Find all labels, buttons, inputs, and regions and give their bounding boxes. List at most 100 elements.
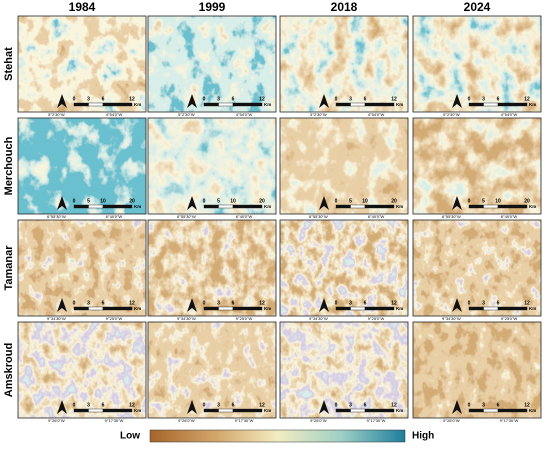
column-header: 1984 xyxy=(69,0,96,14)
scale-bar-segment xyxy=(218,306,234,311)
coordinate-label: 5°2'30"W xyxy=(48,112,65,117)
scale-label: 20 xyxy=(391,198,397,204)
scale-label: 5 xyxy=(482,198,485,204)
panel-border xyxy=(17,321,147,419)
scale-label: 20 xyxy=(129,198,135,204)
scale-bar-segment xyxy=(335,204,351,209)
row-label: Amskroud xyxy=(3,343,15,397)
scale-unit: Km xyxy=(396,204,403,209)
scale-bar-segment xyxy=(497,408,528,413)
scale-label: 3 xyxy=(349,96,352,102)
scale-label: 6 xyxy=(364,402,367,408)
scale-bar-segment xyxy=(497,204,528,209)
coordinate-label: 9°17'30"W xyxy=(105,418,124,423)
scale-unit: Km xyxy=(396,102,403,107)
map-image xyxy=(148,322,276,418)
scale-label: 0 xyxy=(335,402,338,408)
scale-unit: Km xyxy=(396,408,403,413)
map-image xyxy=(148,118,276,214)
scale-label: 12 xyxy=(524,300,530,306)
scale-bar-segment xyxy=(102,306,133,311)
scale-bar-segment xyxy=(483,102,499,107)
coordinate-label: 6°55'30"W xyxy=(442,214,461,219)
scale-label: 10 xyxy=(230,198,236,204)
panel-border xyxy=(412,15,542,113)
scale-bar-segment xyxy=(73,204,89,209)
coordinate-label: 5°2'30"W xyxy=(443,112,460,117)
panel-border xyxy=(279,117,409,215)
scale-bar-segment xyxy=(88,102,104,107)
scale-label: 3 xyxy=(482,300,485,306)
scale-unit: Km xyxy=(134,204,141,209)
scale-label: 6 xyxy=(497,402,500,408)
coordinate-label: 6°55'30"W xyxy=(177,214,196,219)
scale-label: 12 xyxy=(129,96,135,102)
coordinate-label: 9°17'30"W xyxy=(235,418,254,423)
north-arrow xyxy=(452,94,462,108)
coordinate-label: 6°40'0"W xyxy=(106,214,123,219)
scale-bar-segment xyxy=(335,408,351,413)
scale-bar-segment xyxy=(497,306,528,311)
north-arrow xyxy=(452,298,462,312)
map-image xyxy=(18,220,146,316)
scale-label: 0 xyxy=(203,198,206,204)
map-image xyxy=(413,16,541,112)
scale-bar-segment xyxy=(364,204,395,209)
scale-bar-segment xyxy=(232,306,263,311)
north-arrow xyxy=(187,400,197,414)
row-label: Stehat xyxy=(3,47,15,81)
scale-label: 0 xyxy=(73,96,76,102)
scale-label: 6 xyxy=(232,402,235,408)
scale-bar-segment xyxy=(468,306,484,311)
coordinate-label: 6°40'0"W xyxy=(501,214,518,219)
panel-border xyxy=(279,321,409,419)
scale-bar-segment xyxy=(218,408,234,413)
scale-label: 0 xyxy=(203,300,206,306)
panel-border xyxy=(17,219,147,317)
scale-label: 6 xyxy=(364,300,367,306)
north-arrow xyxy=(57,94,67,108)
scale-bar-segment xyxy=(483,204,499,209)
scale-label: 0 xyxy=(73,198,76,204)
scale-bar-segment xyxy=(203,204,219,209)
scale-label: 12 xyxy=(524,402,530,408)
scale-bar-segment xyxy=(102,102,133,107)
scale-label: 20 xyxy=(259,198,265,204)
scale-label: 12 xyxy=(129,300,135,306)
scale-bar-segment xyxy=(73,306,89,311)
scale-bar-segment xyxy=(350,306,366,311)
coordinate-label: 6°40'0"W xyxy=(236,214,253,219)
row-label: Merchouch xyxy=(3,136,15,195)
legend-low: Low xyxy=(120,431,140,442)
scale-bar-segment xyxy=(203,306,219,311)
coordinate-label: 9°34'30"W xyxy=(177,316,196,321)
coordinate-label: 5°2'30"W xyxy=(310,112,327,117)
panel-border xyxy=(279,15,409,113)
map-image xyxy=(280,16,408,112)
scale-label: 3 xyxy=(87,402,90,408)
scale-unit: Km xyxy=(134,306,141,311)
map-image xyxy=(413,322,541,418)
scale-label: 0 xyxy=(203,96,206,102)
column-header: 2018 xyxy=(331,0,358,14)
map-image xyxy=(148,220,276,316)
panel-border xyxy=(412,117,542,215)
scale-label: 10 xyxy=(362,198,368,204)
scale-bar-segment xyxy=(102,408,133,413)
panel-border xyxy=(147,321,277,419)
scale-bar-segment xyxy=(497,102,528,107)
scale-unit: Km xyxy=(264,408,271,413)
scale-label: 6 xyxy=(232,96,235,102)
coordinate-label: 6°40'0"W xyxy=(368,214,385,219)
scale-label: 12 xyxy=(391,402,397,408)
scale-bar-segment xyxy=(203,408,219,413)
scale-bar-segment xyxy=(483,306,499,311)
